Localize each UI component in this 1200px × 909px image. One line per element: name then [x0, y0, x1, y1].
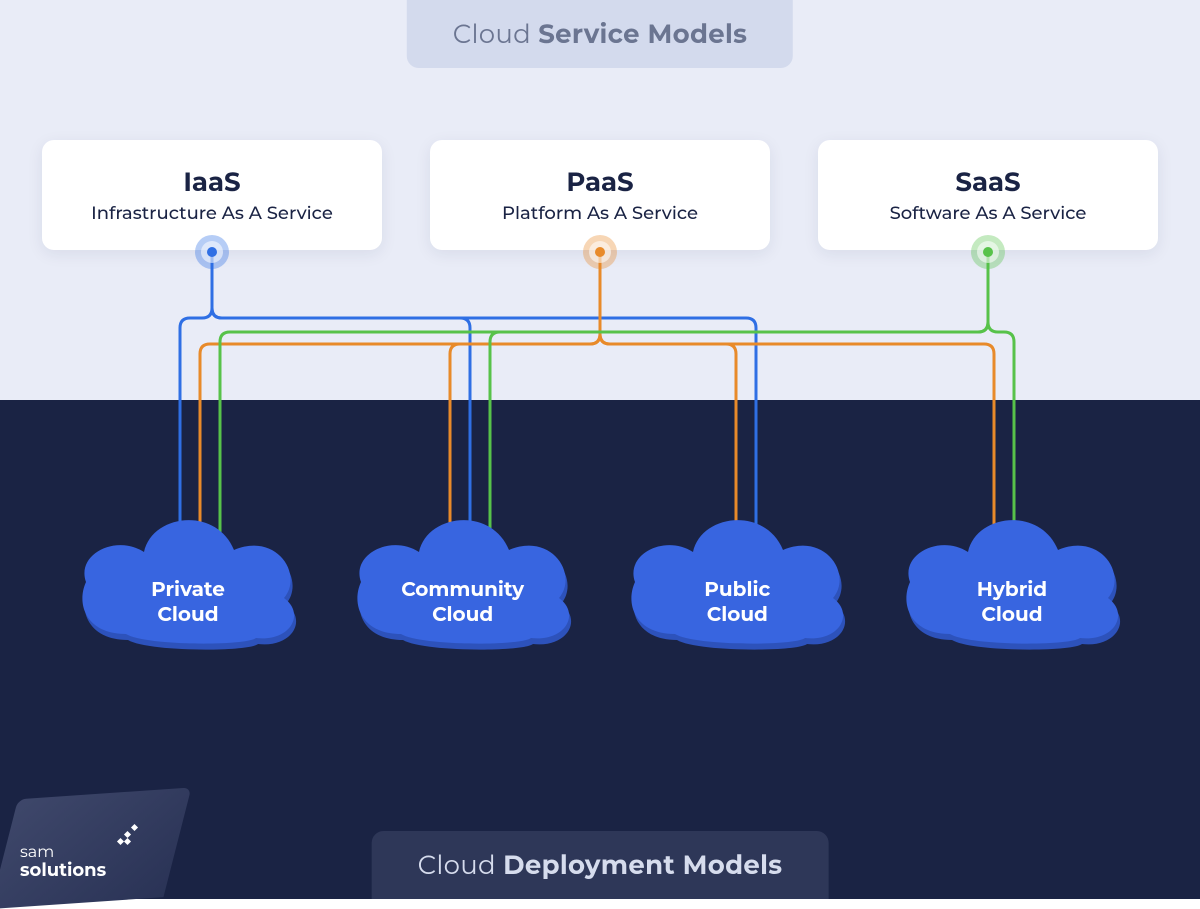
service-full: Software As A Service [890, 202, 1087, 224]
port-icon [195, 235, 229, 269]
service-abbr: SaaS [955, 166, 1020, 198]
cloud-label: Private Cloud [68, 578, 308, 628]
logo-text: sam solutions [20, 845, 106, 879]
footer-pill: Cloud Deployment Models [372, 831, 829, 899]
cloud-label: Hybrid Cloud [892, 578, 1132, 628]
service-full: Platform As A Service [502, 202, 698, 224]
cloud-community: Community Cloud [343, 500, 583, 660]
port-icon [971, 235, 1005, 269]
service-abbr: PaaS [566, 166, 633, 198]
logo-line2: solutions [20, 861, 106, 879]
service-card-saas: SaaS Software As A Service [818, 140, 1158, 250]
header-light: Cloud [453, 18, 538, 50]
service-card-paas: PaaS Platform As A Service [430, 140, 770, 250]
cloud-label: Community Cloud [343, 578, 583, 628]
service-card-iaas: IaaS Infrastructure As A Service [42, 140, 382, 250]
cloud-hybrid: Hybrid Cloud [892, 500, 1132, 660]
cloud-label: Public Cloud [617, 578, 857, 628]
clouds-row: Private Cloud Community Cloud Public Clo… [0, 500, 1200, 660]
service-abbr: IaaS [183, 166, 240, 198]
footer-bold: Deployment Models [503, 849, 782, 881]
port-icon [583, 235, 617, 269]
header-bold: Service Models [538, 18, 747, 50]
service-full: Infrastructure As A Service [91, 202, 333, 224]
header-pill: Cloud Service Models [407, 0, 793, 68]
cloud-public: Public Cloud [617, 500, 857, 660]
brand-logo: sam solutions [0, 789, 200, 899]
service-row: IaaS Infrastructure As A Service PaaS Pl… [0, 140, 1200, 250]
logo-dots-icon [118, 829, 138, 849]
footer-light: Cloud [418, 849, 503, 881]
cloud-private: Private Cloud [68, 500, 308, 660]
